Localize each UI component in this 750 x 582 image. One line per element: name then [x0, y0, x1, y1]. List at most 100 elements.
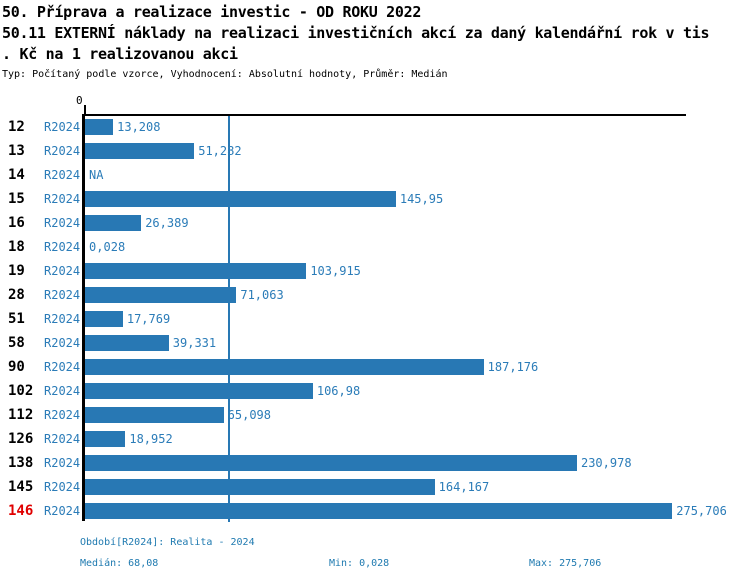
row-id-label: 13: [8, 143, 25, 159]
value-bar: [85, 407, 224, 423]
chart-row: 13 R2024 51,282: [0, 139, 750, 163]
row-period-label: R2024: [44, 432, 81, 446]
value-label: 164,167: [438, 480, 490, 494]
value-bar: [85, 215, 142, 231]
row-period-label: R2024: [44, 264, 81, 278]
row-period-label: R2024: [44, 192, 81, 206]
row-id-label: 90: [8, 359, 25, 375]
row-period-label: R2024: [44, 480, 81, 494]
value-label: 51,282: [198, 144, 242, 158]
row-bar-area: 26,389: [85, 211, 750, 235]
row-bar-area: 39,331: [85, 331, 750, 355]
row-id-label: 18: [8, 239, 25, 255]
row-id-label: 51: [8, 311, 25, 327]
chart-row: 146 R2024 275,706: [0, 499, 750, 523]
median-line: [228, 116, 230, 522]
value-bar: [85, 263, 307, 279]
value-label: 39,331: [172, 336, 217, 350]
chart-row: 58 R2024 39,331: [0, 331, 750, 355]
row-id-label: 12: [8, 119, 25, 135]
value-label: 275,706: [676, 504, 727, 518]
row-id-label: 112: [8, 407, 34, 423]
value-bar: [85, 503, 673, 519]
value-label: 145,95: [399, 192, 444, 206]
chart-row: 18 R2024 0,028: [0, 235, 750, 259]
x-axis-zero-tick-mark: [84, 105, 86, 115]
chart-row: 14 R2024 NA: [0, 163, 750, 187]
row-period-label: R2024: [44, 288, 81, 302]
chart-row: 90 R2024 187,176: [0, 355, 750, 379]
chart-row: 126 R2024 18,952: [0, 427, 750, 451]
row-bar-area: 13,208: [85, 115, 750, 139]
chart-row: 28 R2024 71,063: [0, 283, 750, 307]
chart-rows: 12 R2024 13,208 13 R2024 51,282 14 R2024 NA 15 R20…: [0, 115, 750, 523]
report-subtitle: Typ: Počítaný podle vzorce, Vyhodnocení:…: [2, 69, 448, 80]
row-bar-area: 18,952: [85, 427, 750, 451]
value-label: 13,208: [117, 120, 161, 134]
row-period-label: R2024: [44, 384, 81, 398]
row-period-label: R2024: [44, 336, 81, 350]
row-bar-area: 187,176: [85, 355, 750, 379]
value-label: 187,176: [487, 360, 539, 374]
value-label: 106,98: [316, 384, 361, 398]
row-id-label: 146: [8, 503, 34, 519]
value-bar: [85, 359, 484, 375]
chart-row: 102 R2024 106,98: [0, 379, 750, 403]
row-period-label: R2024: [44, 456, 81, 470]
chart-row: 145 R2024 164,167: [0, 475, 750, 499]
chart-row: 138 R2024 230,978: [0, 451, 750, 475]
row-bar-area: 106,98: [85, 379, 750, 403]
row-period-label: R2024: [44, 120, 81, 134]
row-id-label: 102: [8, 383, 34, 399]
value-bar: [85, 335, 169, 351]
value-label: 0,028: [89, 240, 126, 254]
row-bar-area: 65,098: [85, 403, 750, 427]
chart-row: 51 R2024 17,769: [0, 307, 750, 331]
value-label: 71,063: [240, 288, 284, 302]
row-bar-area: 145,95: [85, 187, 750, 211]
row-bar-area: 275,706: [85, 499, 750, 523]
value-label: 17,769: [126, 312, 171, 326]
value-bar: [85, 455, 577, 471]
value-bar: [85, 383, 313, 399]
value-bar: [85, 287, 237, 303]
row-bar-area: 0,028: [85, 235, 750, 259]
row-period-label: R2024: [44, 504, 81, 518]
row-bar-area: NA: [85, 163, 750, 187]
value-bar: [85, 191, 396, 207]
row-bar-area: 17,769: [85, 307, 750, 331]
row-bar-area: 51,282: [85, 139, 750, 163]
row-bar-area: 230,978: [85, 451, 750, 475]
row-bar-area: 164,167: [85, 475, 750, 499]
x-axis-line: [85, 114, 686, 116]
value-bar: [85, 119, 114, 135]
row-bar-area: 103,915: [85, 259, 750, 283]
row-id-label: 19: [8, 263, 25, 279]
row-period-label: R2024: [44, 240, 81, 254]
report-title-line3: . Kč na 1 realizovanou akci: [2, 45, 238, 63]
chart-row: 12 R2024 13,208: [0, 115, 750, 139]
value-label: 230,978: [580, 456, 632, 470]
value-label: NA: [89, 168, 104, 182]
x-axis-zero-tick-label: 0: [76, 94, 83, 107]
value-label: 65,098: [227, 408, 272, 422]
value-label: 103,915: [310, 264, 361, 278]
row-id-label: 58: [8, 335, 25, 351]
row-period-label: R2024: [44, 144, 81, 158]
chart-row: 112 R2024 65,098: [0, 403, 750, 427]
value-label: 18,952: [129, 432, 173, 446]
row-bar-area: 71,063: [85, 283, 750, 307]
row-period-label: R2024: [44, 408, 81, 422]
row-id-label: 145: [8, 479, 34, 495]
chart-row: 16 R2024 26,389: [0, 211, 750, 235]
row-id-label: 28: [8, 287, 25, 303]
report-header: 50. Příprava a realizace investic - OD R…: [2, 2, 710, 80]
row-id-label: 15: [8, 191, 25, 207]
value-bar: [85, 143, 195, 159]
value-bar: [85, 431, 126, 447]
chart-row: 15 R2024 145,95: [0, 187, 750, 211]
y-axis-line: [82, 114, 85, 521]
report-title-line1: 50. Příprava a realizace investic - OD R…: [2, 3, 422, 21]
